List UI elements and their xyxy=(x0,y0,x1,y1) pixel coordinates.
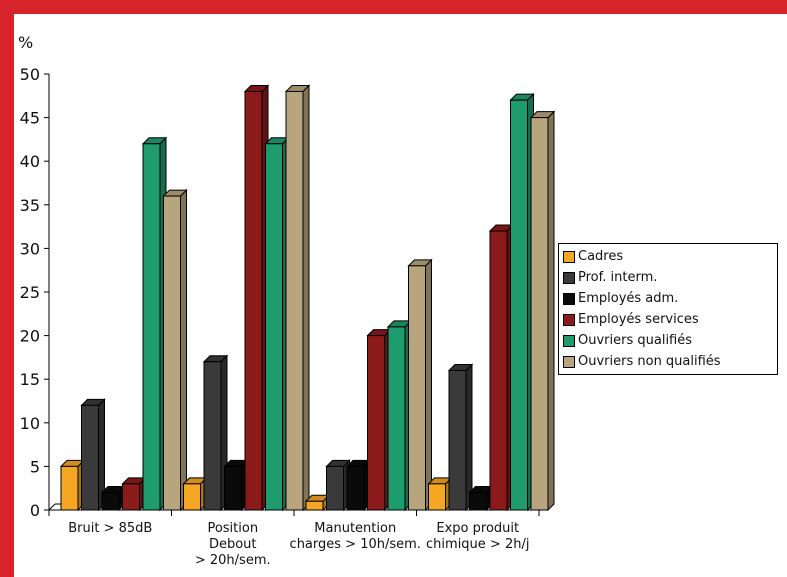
legend-swatch xyxy=(563,271,575,284)
legend-label: Employés adm. xyxy=(578,291,679,306)
bar xyxy=(510,99,528,511)
y-tick-label: 0 xyxy=(30,501,40,520)
bar xyxy=(387,326,406,511)
legend-item: Ouvriers non qualifiés xyxy=(559,351,777,372)
y-tick-label: 15 xyxy=(20,370,40,389)
y-tick-label: 20 xyxy=(20,327,40,346)
legend-swatch xyxy=(563,334,575,347)
x-category-label: Manutention xyxy=(314,521,396,536)
legend-item: Employés services xyxy=(559,309,777,330)
legend-label: Prof. interm. xyxy=(578,270,658,285)
bar-side xyxy=(425,258,432,512)
bar xyxy=(448,369,467,511)
legend: Cadres Prof. interm. Employés adm. Employés… xyxy=(558,243,778,375)
bar xyxy=(408,265,426,511)
bar xyxy=(203,361,222,511)
x-category-label: Expo produit xyxy=(436,521,519,536)
bar xyxy=(60,465,79,511)
y-tick-label: 40 xyxy=(20,152,40,171)
y-tick-label: 50 xyxy=(20,65,40,84)
bar-chart: 0 5 10 15 20 25 30 35 40 45 50% Bruit > 85dB Positio… xyxy=(18,33,556,568)
y-unit-label: % xyxy=(18,33,33,52)
legend-item: Ouvriers qualifiés xyxy=(559,330,777,351)
legend-label: Employés services xyxy=(578,312,699,327)
bar-side xyxy=(547,110,555,512)
legend-item: Prof. interm. xyxy=(559,267,777,288)
x-category-label: chimique > 2h/j xyxy=(426,537,529,552)
y-tick-label: 10 xyxy=(20,414,40,433)
bar xyxy=(428,483,446,511)
legend-label: Ouvriers qualifiés xyxy=(578,333,693,348)
x-category-label: charges > 10h/sem. xyxy=(290,537,421,552)
bar xyxy=(265,143,283,511)
y-tick-label: 5 xyxy=(30,457,40,476)
bar xyxy=(142,143,161,511)
bar xyxy=(122,483,140,511)
bar xyxy=(244,90,263,511)
legend-swatch xyxy=(563,313,575,326)
bar-side xyxy=(180,188,187,512)
y-tick-label: 25 xyxy=(20,283,40,302)
bar-side xyxy=(465,363,473,512)
y-tick-label: 30 xyxy=(20,239,40,258)
x-category-label: Debout xyxy=(209,537,257,552)
floor-edge xyxy=(48,503,56,511)
bar xyxy=(163,195,181,511)
bar xyxy=(489,230,508,511)
bar xyxy=(346,465,365,511)
bar xyxy=(326,465,344,511)
bar xyxy=(224,465,242,511)
bar xyxy=(285,90,304,511)
legend-swatch xyxy=(563,292,575,305)
legend-swatch xyxy=(563,250,575,263)
bar xyxy=(305,500,324,511)
chart-panel: 0 5 10 15 20 25 30 35 40 45 50% Bruit > 85dB Positio… xyxy=(14,14,787,577)
legend-label: Cadres xyxy=(578,249,624,264)
bar xyxy=(530,117,549,511)
x-category-label: Position xyxy=(207,521,258,536)
bar xyxy=(367,335,385,511)
bar-side xyxy=(302,84,310,512)
bar xyxy=(101,492,120,511)
legend-swatch xyxy=(563,355,575,368)
x-category-label: > 20h/sem. xyxy=(195,553,271,568)
x-category-label: Bruit > 85dB xyxy=(68,521,152,536)
y-tick-label: 35 xyxy=(20,196,40,215)
legend-label: Ouvriers non qualifiés xyxy=(578,354,721,369)
bar xyxy=(81,404,99,511)
legend-item: Employés adm. xyxy=(559,288,777,309)
bar xyxy=(469,492,487,511)
y-tick-label: 45 xyxy=(20,109,40,128)
legend-item: Cadres xyxy=(559,246,777,267)
bar xyxy=(183,483,201,511)
